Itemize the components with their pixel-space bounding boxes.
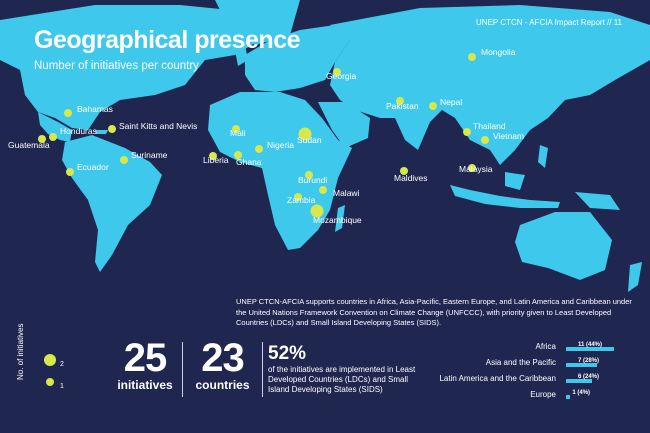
marker-malawi	[319, 186, 327, 194]
legend-title: No. of initiatives	[16, 323, 25, 380]
marker-suriname	[120, 156, 128, 164]
label-sudan: Sudan	[297, 135, 322, 145]
marker-mongolia	[468, 53, 476, 61]
marker-liberia	[209, 152, 217, 160]
label-guatemala: Guatemala	[8, 140, 50, 150]
north-america-shape	[0, 5, 260, 130]
marker-nepal	[429, 102, 437, 110]
marker-mozambique	[310, 204, 324, 218]
marker-mali	[232, 125, 240, 133]
label-vietnam: Vietnam	[493, 131, 525, 141]
europe-shape	[245, 25, 350, 92]
bar-latin-america-and-the-caribbean	[566, 379, 593, 383]
marker-georgia	[333, 68, 341, 76]
arabia-shape	[318, 102, 370, 148]
legend-label-small: 1	[60, 383, 64, 390]
marker-guatemala	[38, 135, 46, 143]
label-maldives: Maldives	[394, 173, 428, 183]
label-thailand: Thailand	[473, 121, 506, 131]
marker-bahamas	[64, 109, 72, 117]
label-zambia: Zambia	[287, 195, 316, 205]
marker-malaysia	[468, 164, 476, 172]
marker-ghana	[234, 151, 242, 159]
stat-initiatives-label: initiatives	[117, 378, 173, 392]
indonesia-shape	[450, 172, 560, 208]
legend-marker-small	[46, 378, 54, 386]
legend-marker-large	[44, 354, 56, 366]
label-honduras: Honduras	[60, 126, 97, 136]
intro-paragraph: UNEP CTCN-AFCIA supports countries in Af…	[236, 297, 632, 327]
label-liberia: Liberia	[203, 155, 229, 165]
bar-label-asia-and-the-pacific: Asia and the Pacific	[485, 358, 556, 367]
marker-ecuador	[66, 168, 74, 176]
uk-shape	[235, 45, 248, 66]
bar-asia-and-the-pacific	[566, 363, 597, 367]
label-ecuador: Ecuador	[77, 162, 109, 172]
bar-value-latin-america-and-the-caribbean: 6 (24%)	[578, 374, 600, 380]
marker-vietnam	[481, 136, 489, 144]
bar-label-latin-america-and-the-caribbean: Latin America and the Caribbean	[439, 374, 556, 383]
bar-value-africa: 11 (44%)	[578, 342, 603, 348]
stat-countries: 23 countries	[190, 338, 255, 392]
bar-value-europe: 1 (4%)	[572, 390, 591, 396]
ldc-share-text: of the initiatives are implemented in Le…	[268, 365, 416, 394]
label-nepal: Nepal	[440, 97, 463, 107]
label-pakistan: Pakistan	[386, 101, 419, 111]
size-legend: 2 1	[44, 354, 64, 390]
bar-label-africa: Africa	[535, 342, 556, 351]
label-malawi: Malawi	[333, 188, 360, 198]
bar-value-asia-and-the-pacific: 7 (28%)	[578, 358, 600, 364]
legend-label-large: 2	[60, 361, 64, 368]
philippines-shape	[538, 145, 548, 168]
label-ghana: Ghana	[236, 157, 262, 167]
stat-initiatives: 25 initiatives	[115, 338, 175, 392]
label-nigeria: Nigeria	[267, 140, 294, 150]
marker-burundi	[305, 171, 313, 179]
label-mozambique: Mozambique	[313, 215, 362, 225]
ldc-share-value: 52%	[268, 343, 307, 364]
stat-initiatives-value: 25	[123, 336, 168, 380]
label-mongolia: Mongolia	[481, 47, 516, 57]
stat-divider-2	[262, 342, 263, 397]
marker-saint-kitts-and-nevis	[108, 125, 116, 133]
marker-honduras	[49, 133, 57, 141]
label-mali: Mali	[230, 128, 246, 138]
label-bahamas: Bahamas	[77, 104, 113, 114]
south-america-shape	[62, 135, 162, 272]
marker-sudan	[298, 127, 312, 141]
label-georgia: Georgia	[326, 71, 357, 81]
greenland-shape	[215, 0, 300, 45]
stat-countries-value: 23	[201, 336, 245, 380]
australia-shape	[515, 212, 612, 280]
marker-maldives	[400, 167, 408, 175]
marker-pakistan	[396, 97, 404, 105]
marker-nigeria	[255, 145, 263, 153]
label-malaysia: Malaysia	[459, 164, 493, 174]
label-burundi: Burundi	[298, 175, 328, 185]
japan-shape	[572, 60, 590, 98]
page-subtitle: Number of initiatives per country	[34, 60, 199, 72]
bar-africa	[566, 347, 614, 351]
report-label: UNEP CTCN - AFCIA Impact Report // 11	[476, 18, 622, 27]
new-zealand-shape	[628, 262, 642, 292]
madagascar-shape	[335, 205, 345, 232]
stat-divider-1	[182, 342, 183, 397]
asia-shape	[330, 5, 650, 165]
marker-thailand	[463, 128, 471, 136]
label-suriname: Suriname	[131, 150, 168, 160]
central-america-shape	[38, 112, 72, 142]
bar-europe	[566, 395, 571, 399]
new-guinea-shape	[575, 192, 620, 210]
label-saint-kitts-and-nevis: Saint Kitts and Nevis	[119, 121, 198, 131]
caribbean-shape	[70, 116, 108, 134]
stat-countries-label: countries	[195, 378, 250, 392]
marker-zambia	[294, 193, 302, 201]
bar-label-europe: Europe	[530, 390, 556, 399]
page-title: Geographical presence	[34, 26, 301, 54]
